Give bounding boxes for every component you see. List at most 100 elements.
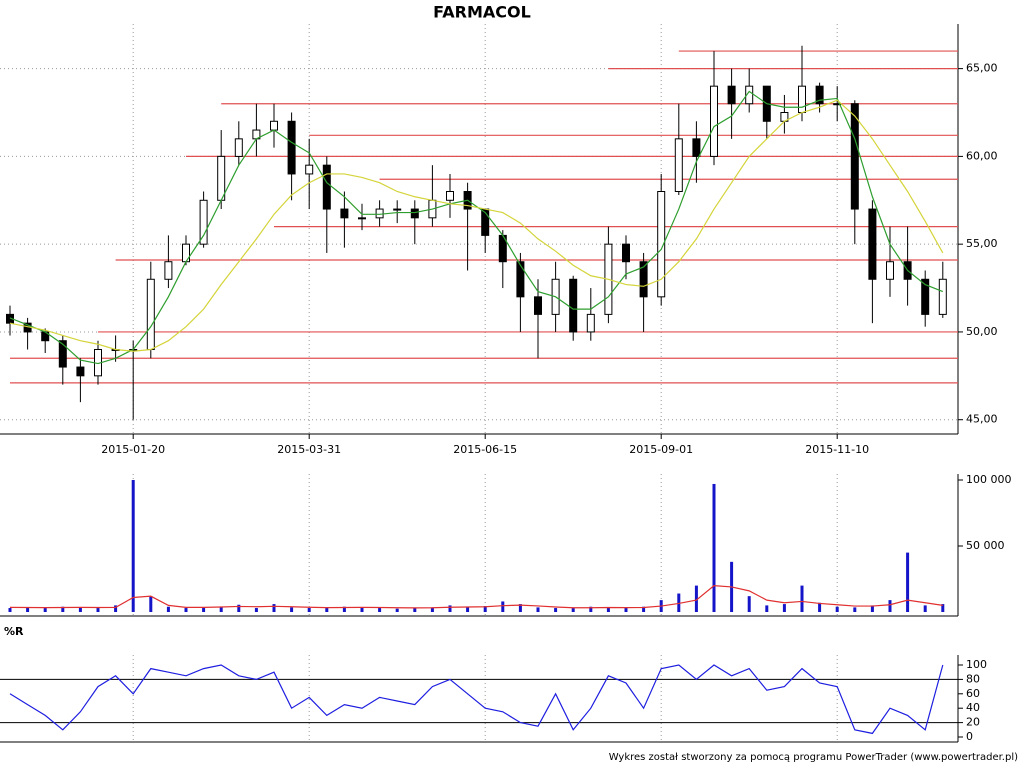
y-tick-label: 20 xyxy=(966,716,980,729)
volume-bar xyxy=(254,608,258,612)
candle-body xyxy=(657,191,666,298)
volume-bar xyxy=(554,608,558,612)
candle-body xyxy=(76,366,85,377)
volume-bar xyxy=(765,605,769,612)
candle-body xyxy=(569,278,578,333)
x-tick-label: 2015-03-31 xyxy=(277,443,341,456)
y-tick-label: 60 xyxy=(966,687,980,700)
panel-title: %R xyxy=(4,625,24,638)
volume-bar xyxy=(800,585,804,612)
candle-body xyxy=(287,120,296,175)
volume-bar xyxy=(571,608,575,612)
volume-bar xyxy=(466,606,470,612)
candle-body xyxy=(850,103,859,210)
candle-body xyxy=(393,208,402,211)
candle-body xyxy=(305,164,314,175)
volume-bar xyxy=(166,606,170,612)
volume-bar xyxy=(219,606,223,612)
y-tick-label: 60,00 xyxy=(966,149,998,162)
x-tick-label: 2015-01-20 xyxy=(101,443,165,456)
y-tick-label: 45,00 xyxy=(966,413,998,426)
y-tick-label: 50 000 xyxy=(966,539,1005,552)
volume-bar xyxy=(870,605,874,612)
candle-body xyxy=(886,261,894,280)
candle-body xyxy=(798,85,806,114)
candle-body xyxy=(516,261,525,298)
candle-body xyxy=(622,243,630,263)
ma-line xyxy=(9,99,944,352)
wr-line xyxy=(9,664,944,735)
volume-bar xyxy=(61,606,65,612)
y-tick-label: 50,00 xyxy=(966,325,998,338)
y-tick-label: 0 xyxy=(966,730,973,743)
volume-bar xyxy=(237,604,241,612)
volume-bar xyxy=(131,480,135,612)
candle-body xyxy=(921,278,930,315)
volume-bar xyxy=(906,552,910,612)
candle-body xyxy=(710,85,718,157)
candle-body xyxy=(217,155,226,201)
y-tick-label: 80 xyxy=(966,672,980,685)
volume-bar xyxy=(782,604,786,612)
volume-bar xyxy=(78,607,82,612)
volume-bar xyxy=(290,607,294,612)
volume-bar xyxy=(712,483,716,612)
candle-body xyxy=(446,191,454,201)
volume-bar xyxy=(8,608,12,612)
candle-body xyxy=(938,278,947,315)
candle-body xyxy=(868,208,877,280)
candle-body xyxy=(639,261,648,298)
volume-bar xyxy=(677,593,681,612)
volume-bar xyxy=(483,606,487,612)
volume-bar xyxy=(26,607,30,612)
volume-bar xyxy=(378,608,382,612)
candle-body xyxy=(234,138,243,157)
x-tick-label: 2015-11-10 xyxy=(805,443,869,456)
y-tick-label: 55,00 xyxy=(966,237,998,250)
y-tick-label: 100 xyxy=(966,658,987,671)
candle-body xyxy=(199,199,208,245)
candle-body xyxy=(815,85,824,105)
candle-body xyxy=(745,85,754,105)
candle-body xyxy=(358,217,366,220)
volume-bar xyxy=(430,607,434,612)
footer: Wykres został stworzony za pomocą progra… xyxy=(609,752,1018,763)
candle-body xyxy=(727,85,736,105)
volume-bar xyxy=(501,601,505,612)
volume-bar xyxy=(835,606,839,612)
y-tick-label: 100 000 xyxy=(966,473,1012,486)
volume-bar xyxy=(325,608,329,612)
candle-body xyxy=(58,340,67,368)
volume-bar xyxy=(694,585,698,612)
candle-body xyxy=(410,208,419,219)
volume-bar xyxy=(272,604,276,612)
candle-body xyxy=(322,164,331,210)
volume-bar xyxy=(149,596,153,612)
volume-bar xyxy=(43,608,47,612)
volume-bar xyxy=(624,608,628,612)
candle-body xyxy=(340,208,349,219)
volume-bar xyxy=(589,606,593,612)
volume-bar xyxy=(307,608,311,612)
volume-bar xyxy=(448,605,452,612)
candle-body xyxy=(833,103,842,106)
ma-line xyxy=(9,584,943,609)
candle-body xyxy=(375,208,384,219)
y-tick-label: 40 xyxy=(966,701,980,714)
ma-line xyxy=(9,90,944,365)
volume-bar xyxy=(342,606,346,612)
volume-bar xyxy=(536,607,540,612)
volume-bar xyxy=(395,608,399,612)
volume-bar xyxy=(818,602,822,612)
candle-body xyxy=(146,278,155,350)
volume-bar xyxy=(606,607,610,612)
volume-bar xyxy=(96,608,100,612)
candle-body xyxy=(164,261,173,280)
candle-body xyxy=(586,313,595,333)
volume-bar xyxy=(888,600,892,612)
volume-bar xyxy=(923,605,927,612)
candle-body xyxy=(270,120,278,131)
candle-body xyxy=(692,138,701,157)
x-tick-label: 2015-06-15 xyxy=(453,443,517,456)
